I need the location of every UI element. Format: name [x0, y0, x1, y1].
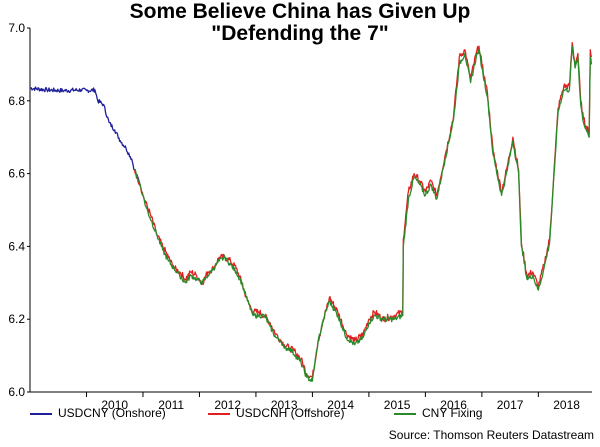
- x-tick-label: 2010: [101, 398, 128, 412]
- x-tick-label: 2013: [271, 398, 298, 412]
- x-tick-label: 2011: [158, 398, 184, 412]
- legend-item-usdcny: USDCNY (Onshore): [30, 406, 166, 420]
- x-tick-label: 2012: [214, 398, 241, 412]
- legend-label-usdcny: USDCNY (Onshore): [58, 406, 166, 420]
- y-tick-label: 6.8: [8, 94, 25, 108]
- legend-swatch-usdcnh: [208, 412, 230, 415]
- x-tick-label: 2014: [327, 398, 354, 412]
- x-tick-label: 2015: [384, 398, 411, 412]
- legend-swatch-usdcny: [30, 412, 52, 415]
- y-tick-label: 6.4: [8, 239, 25, 253]
- series-line-1: [133, 41, 593, 379]
- y-tick-label: 7.0: [8, 21, 25, 35]
- series-line-2: [134, 45, 593, 383]
- chart-subtitle: "Defending the 7": [211, 22, 389, 45]
- legend-label-cny-fixing: CNY Fixing: [422, 406, 483, 420]
- legend-item-usdcnh: USDCNH (Offshore): [208, 406, 344, 420]
- legend-item-cny-fixing: CNY Fixing: [394, 406, 482, 420]
- x-tick-label: 2016: [440, 398, 467, 412]
- x-tick-label: 2017: [497, 398, 524, 412]
- x-tick-label: 2018: [553, 398, 580, 412]
- legend-label-usdcnh: USDCNH (Offshore): [236, 406, 345, 420]
- chart-title: Some Believe China has Given Up: [129, 0, 471, 23]
- legend-swatch-cny-fixing: [394, 412, 416, 415]
- y-tick-label: 6.6: [8, 167, 25, 181]
- y-tick-label: 6.2: [8, 312, 25, 326]
- y-tick-label: 6.0: [8, 385, 25, 399]
- source-note: Source: Thomson Reuters Datastream: [388, 428, 594, 442]
- series-line-0: [29, 86, 141, 185]
